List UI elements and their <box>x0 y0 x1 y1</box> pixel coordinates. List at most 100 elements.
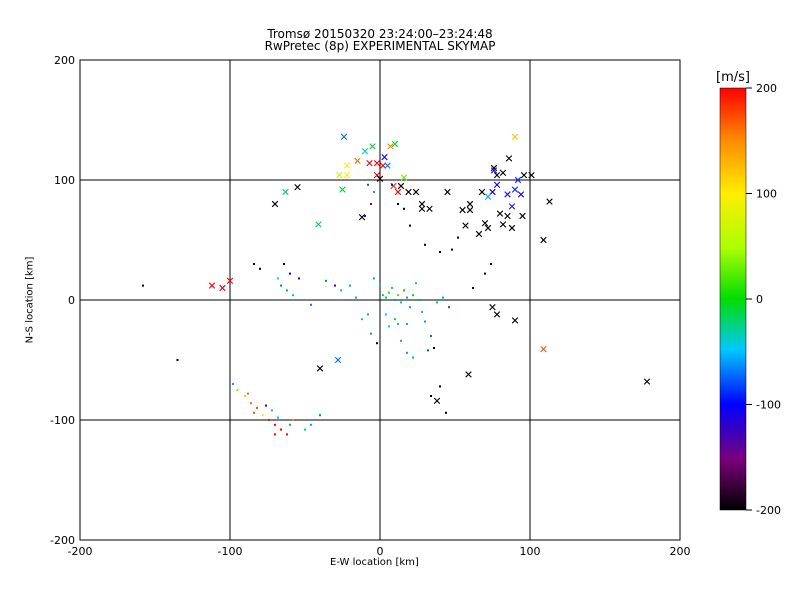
scatter-dot-marker <box>367 183 369 186</box>
scatter-dot-marker <box>289 272 291 275</box>
scatter-dot-marker <box>274 423 276 426</box>
colorbar-tick-label: 200 <box>756 82 777 95</box>
scatter-x-marker <box>294 184 301 191</box>
scatter-x-marker <box>394 188 402 196</box>
y-axis-label: N-S location [km] <box>24 256 36 344</box>
scatter-dot-marker <box>385 313 387 316</box>
scatter-dot-marker <box>361 318 363 321</box>
scatter-x-marker <box>514 176 522 184</box>
scatter-dot-marker <box>292 419 294 421</box>
scatter-dot-marker <box>247 392 249 395</box>
scatter-dot-marker <box>265 404 267 407</box>
scatter-dot-marker <box>433 347 435 349</box>
x-axis-label: E-W location [km] <box>330 557 419 568</box>
scatter-dot-marker <box>424 243 426 246</box>
scatter-dot-marker <box>280 284 282 287</box>
colorbar-tick-label: 100 <box>756 188 777 201</box>
scatter-x-marker <box>546 198 553 205</box>
scatter-x-marker <box>412 188 420 196</box>
scatter-x-marker <box>508 224 516 232</box>
scatter-dot-marker <box>412 294 414 297</box>
y-tick-label: -200 <box>50 534 75 547</box>
scatter-dot-marker <box>280 428 282 431</box>
scatter-dot-marker <box>430 335 432 337</box>
scatter-dot-marker <box>400 339 402 342</box>
scatter-x-marker <box>316 365 324 372</box>
scatter-x-marker <box>219 284 226 292</box>
colorbar <box>719 87 747 511</box>
scatter-x-marker <box>391 140 399 148</box>
scatter-x-marker <box>490 167 498 174</box>
scatter-dot-marker <box>430 395 432 397</box>
scatter-dot-marker <box>334 284 336 287</box>
scatter-dot-marker <box>268 419 270 421</box>
scatter-x-marker <box>511 133 519 140</box>
scatter-points <box>142 133 651 436</box>
scatter-x-marker <box>397 182 405 190</box>
scatter-dot-marker <box>391 287 393 289</box>
scatter-dot-marker <box>376 342 378 345</box>
x-tick-label: 200 <box>670 545 691 558</box>
x-tick-label: 100 <box>520 545 541 558</box>
scatter-dot-marker <box>256 407 258 409</box>
scatter-dot-marker <box>277 277 279 280</box>
scatter-x-marker <box>517 191 525 198</box>
y-tick-label: 100 <box>54 174 75 187</box>
scatter-x-marker <box>643 378 651 385</box>
scatter-x-marker <box>540 236 547 244</box>
x-tick-label: 0 <box>377 545 384 558</box>
scatter-dot-marker <box>277 416 279 419</box>
scatter-dot-marker <box>325 279 327 282</box>
scatter-dot-marker <box>244 395 246 397</box>
scatter-x-marker <box>511 186 519 193</box>
scatter-x-marker <box>508 203 516 210</box>
scatter-x-marker <box>208 282 216 289</box>
chart-title-line2: RwPretec (8p) EXPERIMENTAL SKYMAP <box>264 39 496 53</box>
scatter-dot-marker <box>370 203 372 205</box>
scatter-dot-marker <box>176 359 179 361</box>
scatter-dot-marker <box>355 296 357 299</box>
scatter-dot-marker <box>439 385 441 388</box>
scatter-x-marker <box>418 205 426 212</box>
scatter-dot-marker <box>451 248 453 251</box>
scatter-x-marker <box>493 311 501 318</box>
plot-frame <box>79 59 681 541</box>
scatter-x-marker <box>376 175 384 182</box>
scatter-dot-marker <box>490 263 492 265</box>
scatter-x-marker <box>400 174 408 181</box>
scatter-x-marker <box>504 212 511 220</box>
scatter-dot-marker <box>391 183 393 186</box>
scatter-dot-marker <box>232 383 234 385</box>
scatter-dot-marker <box>367 313 369 316</box>
scatter-dot-marker <box>286 433 288 436</box>
scatter-x-marker <box>343 162 351 169</box>
scatter-dot-marker <box>289 423 291 426</box>
scatter-x-marker <box>489 304 496 311</box>
scatter-x-marker <box>405 188 412 196</box>
scatter-dot-marker <box>388 291 390 294</box>
scatter-dot-marker <box>298 277 300 280</box>
scatter-x-marker <box>466 206 474 214</box>
scatter-x-marker <box>315 221 322 228</box>
scatter-x-marker <box>540 346 547 353</box>
scatter-x-marker <box>459 206 466 214</box>
scatter-dot-marker <box>373 191 375 193</box>
scatter-dot-marker <box>259 267 261 270</box>
scatter-dot-marker <box>406 323 408 325</box>
scatter-x-marker <box>340 133 348 140</box>
scatter-dot-marker <box>394 318 396 321</box>
colorbar-ticks: 200 100 0 -100 -200 <box>746 82 781 517</box>
scatter-dot-marker <box>253 263 255 265</box>
scatter-dot-marker <box>394 299 396 301</box>
scatter-dot-marker <box>253 411 255 414</box>
scatter-x-marker <box>418 200 426 208</box>
scatter-dot-marker <box>442 296 444 299</box>
scatter-dot-marker <box>283 263 285 265</box>
scatter-dot-marker <box>397 294 399 297</box>
scatter-dot-marker <box>385 296 387 299</box>
scatter-x-marker <box>466 200 474 208</box>
scatter-dot-marker <box>397 203 399 205</box>
scatter-dot-marker <box>484 272 486 275</box>
scatter-dot-marker <box>340 289 342 292</box>
scatter-dot-marker <box>424 320 426 323</box>
